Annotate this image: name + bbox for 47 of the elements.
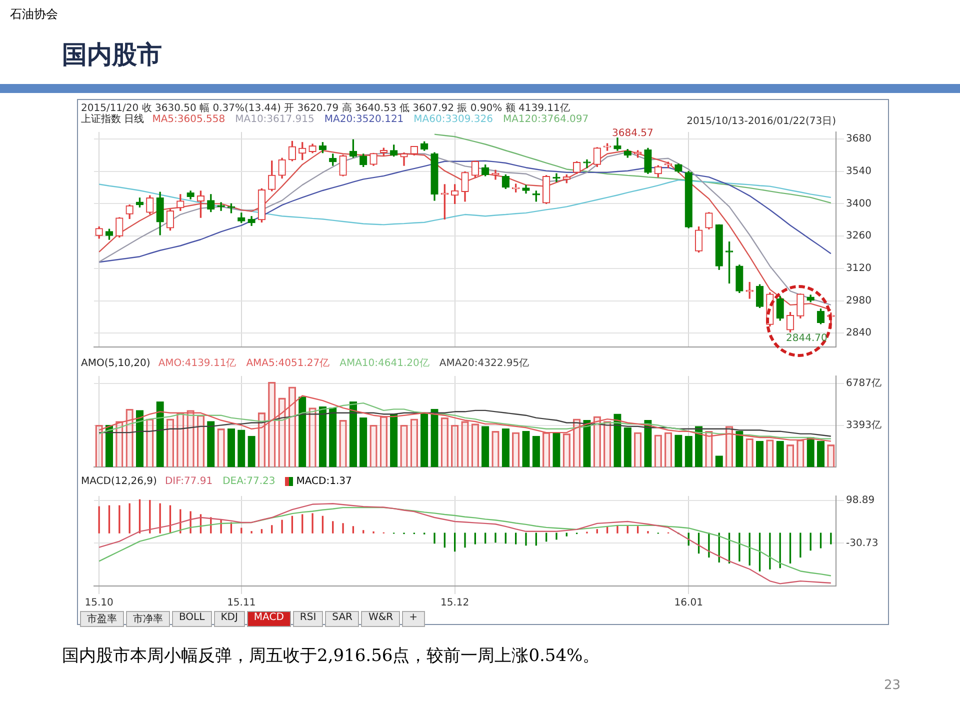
- legend-title: 上证指数 日线: [81, 114, 144, 125]
- text: 市盈率: [80, 611, 124, 627]
- text: W&R: [361, 611, 400, 627]
- x-tick-label: 15.11: [227, 598, 256, 609]
- y-tick-label: 3540: [846, 166, 872, 177]
- text: AMO:4139.11亿: [158, 358, 236, 369]
- y-tick-label: -30.73: [846, 538, 878, 549]
- x-tick-label: 15.12: [440, 598, 470, 609]
- y-tick-label: 98.89: [846, 494, 875, 506]
- text: AMA5:4051.27亿: [246, 358, 330, 369]
- chart-title: 国内股市: [62, 39, 162, 71]
- text: DEA:77.23: [222, 476, 276, 487]
- text: MA10:3617.915: [235, 114, 314, 125]
- annotation: 2844.70: [786, 333, 828, 344]
- text: MA20:3520.121: [324, 114, 404, 125]
- y-tick-label: 2840: [846, 328, 872, 339]
- x-tick-label: 15.10: [84, 598, 114, 609]
- chart-subtitle: 石油协会: [10, 6, 58, 23]
- y-tick-label: 2980: [846, 295, 872, 306]
- legend-title: AMO(5,10,20): [81, 358, 150, 369]
- text: MACD: [246, 611, 291, 627]
- text: MA120:3764.097: [502, 114, 589, 125]
- text: 23: [884, 678, 901, 693]
- text: +: [402, 611, 425, 627]
- text: SAR: [325, 611, 360, 627]
- text: 国内股市本周小幅反弹，周五收于2,916.56点，较前一周上涨0.54%。: [62, 645, 600, 667]
- y-tick-label: 6787亿: [846, 378, 882, 390]
- text: AMA20:4322.95亿: [439, 358, 530, 369]
- text: 市净率: [126, 611, 170, 627]
- text: MA60:3309.326: [414, 114, 493, 125]
- text: MA5:3605.558: [152, 114, 226, 125]
- text: AMA10:4641.20亿: [340, 358, 430, 369]
- x-tick-label: 16.01: [674, 598, 703, 609]
- text: 2015/10/13-2016/01/22(73日): [686, 115, 836, 128]
- text: BOLL: [172, 611, 212, 627]
- y-tick-label: 3400: [846, 198, 872, 210]
- y-tick-label: 3393亿: [846, 420, 882, 431]
- y-tick-label: 3120: [846, 262, 872, 274]
- text: KDJ: [214, 611, 245, 627]
- annotation: 3684.57: [612, 128, 654, 139]
- y-tick-label: 3680: [846, 134, 872, 145]
- legend-title: MACD(12,26,9): [81, 476, 157, 487]
- text: RSI: [292, 611, 324, 627]
- legend-label: MACD:1.37: [295, 476, 352, 487]
- y-tick-label: 3260: [846, 230, 872, 242]
- text: 2015/11/20 收 3630.50 幅 0.37%(13.44) 开 3620.79 高 3640.53 低 3607.92 振 0.90% 额 4139.11亿: [81, 102, 570, 114]
- text: DIF:77.91: [164, 476, 213, 487]
